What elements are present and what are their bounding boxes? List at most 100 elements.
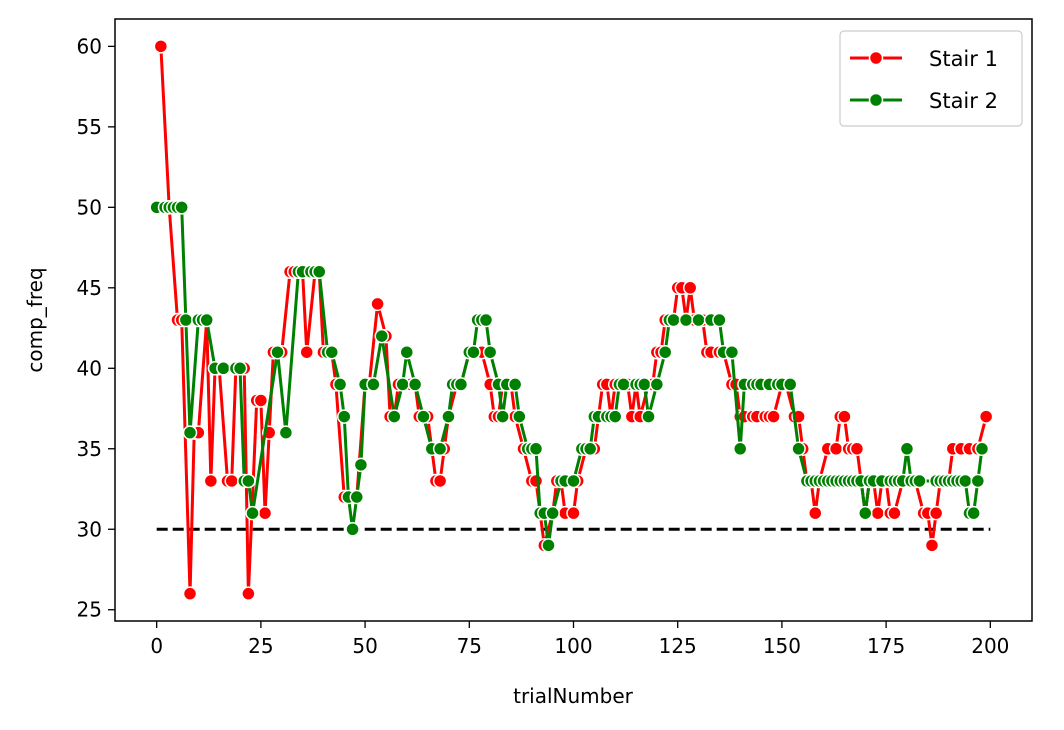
- data-point-stair-2: [353, 457, 369, 473]
- data-point-stair-2: [641, 409, 656, 424]
- data-point-stair-1: [299, 344, 314, 360]
- data-point-stair-2: [407, 377, 423, 392]
- data-point-stair-2: [349, 489, 365, 505]
- data-point-stair-2: [466, 344, 481, 360]
- data-point-stair-2: [507, 377, 523, 392]
- data-point-stair-2: [724, 344, 740, 360]
- y-axis: 25 30 35 40 45 50 55 60: [77, 34, 115, 622]
- data-point-stair-2: [232, 361, 248, 376]
- data-point-stair-2: [657, 344, 673, 360]
- y-tick-label: 30: [77, 517, 102, 541]
- legend-marker-stair-1: [868, 50, 884, 66]
- data-point-stair-1: [241, 586, 256, 601]
- data-point-stair-1: [370, 296, 385, 312]
- data-point-stair-2: [482, 344, 498, 360]
- data-point-stair-1: [870, 505, 886, 521]
- y-tick-label: 25: [77, 598, 102, 622]
- legend-label-stair-1: Stair 1: [929, 47, 998, 71]
- data-point-stair-2: [337, 409, 352, 424]
- data-point-stair-2: [912, 473, 927, 489]
- data-point-stair-1: [528, 473, 544, 489]
- data-point-stair-2: [174, 200, 189, 215]
- data-point-stair-1: [828, 441, 844, 457]
- data-point-stair-2: [366, 377, 381, 392]
- data-point-stair-1: [432, 473, 448, 489]
- y-axis-label: comp_freq: [23, 267, 47, 372]
- data-point-stair-1: [224, 473, 239, 489]
- data-point-stair-2: [607, 409, 623, 424]
- data-point-stair-2: [637, 377, 652, 392]
- legend-marker-stair-2: [868, 92, 884, 108]
- data-point-stair-1: [849, 441, 865, 457]
- y-tick-label: 40: [77, 356, 102, 380]
- data-point-stair-2: [199, 312, 214, 328]
- legend-label-stair-2: Stair 2: [929, 89, 998, 113]
- data-point-stair-2: [970, 473, 986, 489]
- x-tick-label: 175: [867, 634, 905, 658]
- y-tick-label: 60: [77, 34, 102, 58]
- data-point-stair-2: [270, 344, 285, 360]
- data-point-stair-2: [387, 409, 402, 424]
- data-point-stair-2: [345, 522, 360, 537]
- x-tick-label: 200: [971, 634, 1009, 658]
- data-point-stair-2: [582, 441, 598, 457]
- data-point-stair-2: [216, 361, 231, 376]
- data-point-stair-2: [245, 505, 260, 521]
- series-layer: [149, 39, 994, 601]
- data-point-stair-1: [766, 409, 781, 424]
- data-point-stair-2: [395, 377, 410, 392]
- data-point-stair-2: [858, 505, 873, 521]
- data-point-stair-2: [691, 312, 706, 328]
- data-point-stair-2: [732, 441, 748, 457]
- data-point-stair-1: [182, 586, 198, 601]
- data-point-stair-2: [712, 312, 727, 328]
- plot-area: [149, 39, 994, 601]
- x-tick-label: 75: [457, 634, 482, 658]
- data-point-stair-2: [974, 441, 990, 457]
- data-point-stair-2: [441, 409, 456, 424]
- x-tick-label: 125: [659, 634, 697, 658]
- data-point-stair-2: [241, 473, 256, 489]
- data-point-stair-1: [924, 538, 940, 553]
- data-point-stair-1: [253, 393, 269, 408]
- data-point-stair-1: [566, 505, 581, 521]
- data-point-stair-2: [332, 377, 348, 392]
- data-point-stair-1: [837, 409, 852, 424]
- x-tick-label: 50: [352, 634, 377, 658]
- data-point-stair-2: [416, 409, 431, 424]
- data-point-stair-2: [478, 312, 494, 328]
- data-point-stair-1: [257, 505, 273, 521]
- data-point-stair-2: [966, 505, 981, 521]
- x-tick-label: 100: [554, 634, 592, 658]
- data-point-stair-2: [512, 409, 527, 424]
- data-point-stair-2: [782, 377, 798, 392]
- data-point-stair-2: [399, 344, 415, 360]
- data-point-stair-2: [541, 538, 556, 553]
- data-point-stair-2: [958, 473, 973, 489]
- x-tick-label: 25: [248, 634, 273, 658]
- legend-frame: [839, 30, 1023, 127]
- y-tick-label: 55: [77, 115, 102, 139]
- x-axis: 0 25 50 75 100 125 150 175 200: [150, 621, 1009, 658]
- x-tick-label: 150: [763, 634, 801, 658]
- y-tick-label: 45: [77, 276, 102, 300]
- data-point-stair-1: [928, 505, 944, 521]
- y-tick-label: 35: [77, 437, 102, 461]
- data-point-stair-2: [666, 312, 681, 328]
- data-point-stair-2: [453, 377, 469, 392]
- data-point-stair-1: [682, 280, 698, 296]
- data-point-stair-1: [203, 473, 219, 489]
- data-point-stair-2: [616, 377, 631, 392]
- data-point-stair-2: [324, 344, 339, 360]
- data-point-stair-1: [978, 409, 994, 424]
- data-point-stair-2: [495, 409, 510, 424]
- x-tick-label: 0: [150, 634, 163, 658]
- data-point-stair-2: [566, 473, 581, 489]
- data-point-stair-2: [278, 425, 294, 440]
- data-point-stair-2: [528, 441, 544, 457]
- series-stair-2: [149, 200, 990, 553]
- data-point-stair-2: [649, 377, 665, 392]
- legend: Stair 1 Stair 2: [839, 30, 1023, 127]
- data-point-stair-2: [178, 312, 194, 328]
